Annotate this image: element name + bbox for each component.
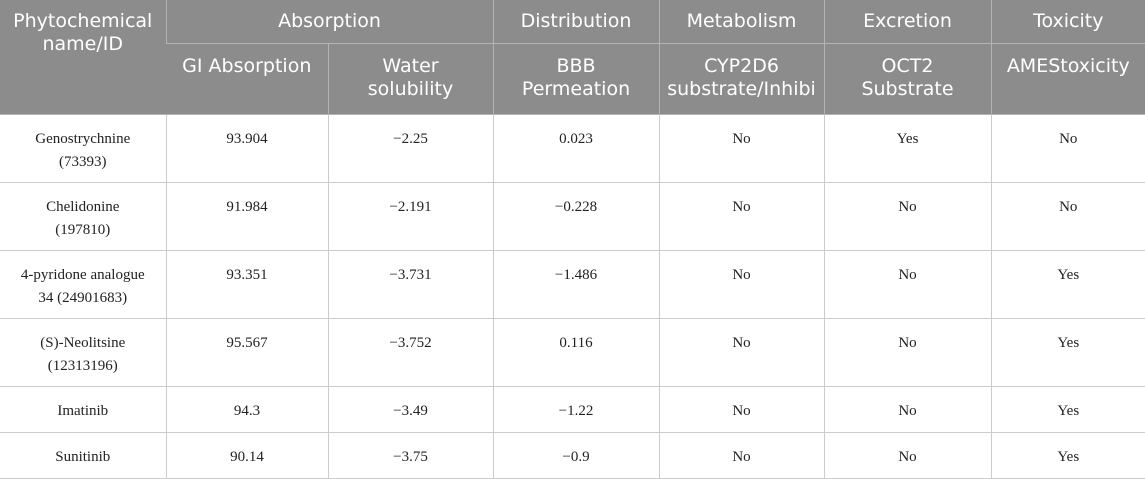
table-row: Chelidonine (197810) 91.984 −2.191 −0.228… — [0, 182, 1145, 251]
header-line: AMEStoxicity — [1006, 55, 1130, 77]
header-oct2-substrate: OCT2 Substrate — [823, 43, 992, 115]
table-header: Phytochemical name/ID Absorption Distribu… — [0, 0, 1145, 115]
cell-gi-absorption: 93.351 — [165, 250, 328, 319]
header-line: solubility — [367, 78, 454, 100]
cell-name: (S)-Neolitsine (12313196) — [0, 318, 166, 387]
cell-water-solubility: −2.191 — [327, 182, 494, 251]
cell-bbb-permeation: 0.116 — [492, 318, 660, 387]
cell-cyp2d6: No — [658, 318, 825, 387]
header-group-toxicity: Toxicity — [990, 0, 1145, 44]
cell-bbb-permeation: −1.22 — [492, 386, 660, 433]
cell-water-solubility: −3.75 — [327, 432, 494, 479]
cell-gi-absorption: 91.984 — [165, 182, 328, 251]
header-water-solubility: Water solubility — [327, 43, 494, 115]
header-line: name/ID — [42, 33, 124, 55]
cell-water-solubility: −2.25 — [327, 114, 494, 183]
table-row: Genostrychnine (73393) 93.904 −2.25 0.023… — [0, 114, 1145, 183]
table-body: Genostrychnine (73393) 93.904 −2.25 0.023… — [0, 114, 1145, 479]
table-row: (S)-Neolitsine (12313196) 95.567 −3.752 0… — [0, 318, 1145, 387]
cell-ames: No — [990, 182, 1145, 251]
cell-name: Genostrychnine (73393) — [0, 114, 166, 183]
table-row: 4-pyridone analogue 34 (24901683) 93.351 … — [0, 250, 1145, 319]
cell-oct2: Yes — [823, 114, 992, 183]
cell-name: Sunitinib — [0, 432, 166, 479]
name-line: Sunitinib — [55, 449, 111, 465]
cell-water-solubility: −3.731 — [327, 250, 494, 319]
header-cyp2d6: CYP2D6 substrate/Inhibi — [658, 43, 825, 115]
name-line: (12313196) — [47, 358, 118, 374]
cell-gi-absorption: 94.3 — [165, 386, 328, 433]
name-line: Imatinib — [57, 403, 109, 419]
name-line: 4-pyridone analogue — [20, 267, 145, 283]
cell-bbb-permeation: −0.228 — [492, 182, 660, 251]
cell-oct2: No — [823, 182, 992, 251]
header-group-excretion: Excretion — [823, 0, 992, 44]
header-bbb-permeation: BBB Permeation — [492, 43, 660, 115]
cell-oct2: No — [823, 318, 992, 387]
cell-name: Chelidonine (197810) — [0, 182, 166, 251]
header-phytochemical-name: Phytochemical name/ID — [0, 0, 166, 115]
cell-name: Imatinib — [0, 386, 166, 433]
cell-ames: Yes — [990, 250, 1145, 319]
table-row: Imatinib 94.3 −3.49 −1.22 No No Yes — [0, 386, 1145, 433]
cell-cyp2d6: No — [658, 250, 825, 319]
cell-gi-absorption: 90.14 — [165, 432, 328, 479]
cell-water-solubility: −3.49 — [327, 386, 494, 433]
cell-cyp2d6: No — [658, 114, 825, 183]
cell-cyp2d6: No — [658, 182, 825, 251]
cell-bbb-permeation: −1.486 — [492, 250, 660, 319]
name-line: Genostrychnine — [35, 131, 131, 147]
header-line: GI Absorption — [182, 55, 312, 77]
header-group-metabolism: Metabolism — [658, 0, 825, 44]
header-line: BBB — [556, 55, 596, 77]
cell-oct2: No — [823, 250, 992, 319]
cell-ames: Yes — [990, 432, 1145, 479]
header-group-distribution: Distribution — [492, 0, 660, 44]
cell-ames: Yes — [990, 318, 1145, 387]
cell-cyp2d6: No — [658, 432, 825, 479]
cell-name: 4-pyridone analogue 34 (24901683) — [0, 250, 166, 319]
header-ames-toxicity: AMEStoxicity — [990, 43, 1145, 115]
header-gi-absorption: GI Absorption — [166, 43, 328, 115]
header-line: OCT2 — [881, 55, 934, 77]
header-group-row: Phytochemical name/ID Absorption Distribu… — [0, 0, 1145, 115]
cell-gi-absorption: 93.904 — [165, 114, 328, 183]
name-line: (S)-Neolitsine — [40, 335, 126, 351]
cell-oct2: No — [823, 432, 992, 479]
cell-bbb-permeation: −0.9 — [492, 432, 660, 479]
cell-water-solubility: −3.752 — [327, 318, 494, 387]
header-column-row: GI Absorption Water solubility BBB Permeat… — [0, 43, 1145, 115]
name-line: (73393) — [59, 154, 107, 170]
cell-ames: No — [990, 114, 1145, 183]
header-line: Permeation — [521, 78, 631, 100]
cell-ames: Yes — [990, 386, 1145, 433]
cell-gi-absorption: 95.567 — [165, 318, 328, 387]
header-line: substrate/Inhibi — [667, 78, 816, 100]
header-line: Water — [382, 55, 439, 77]
cell-oct2: No — [823, 386, 992, 433]
name-line: Chelidonine — [46, 199, 120, 215]
header-line: Phytochemical — [13, 10, 153, 32]
header-group-absorption: Absorption — [165, 0, 494, 44]
name-line: (197810) — [55, 222, 111, 238]
table-row: Sunitinib 90.14 −3.75 −0.9 No No Yes — [0, 432, 1145, 479]
cell-bbb-permeation: 0.023 — [492, 114, 660, 183]
name-line: 34 (24901683) — [38, 290, 128, 306]
header-line: Substrate — [861, 78, 954, 100]
header-line: CYP2D6 — [704, 55, 779, 77]
cell-cyp2d6: No — [658, 386, 825, 433]
